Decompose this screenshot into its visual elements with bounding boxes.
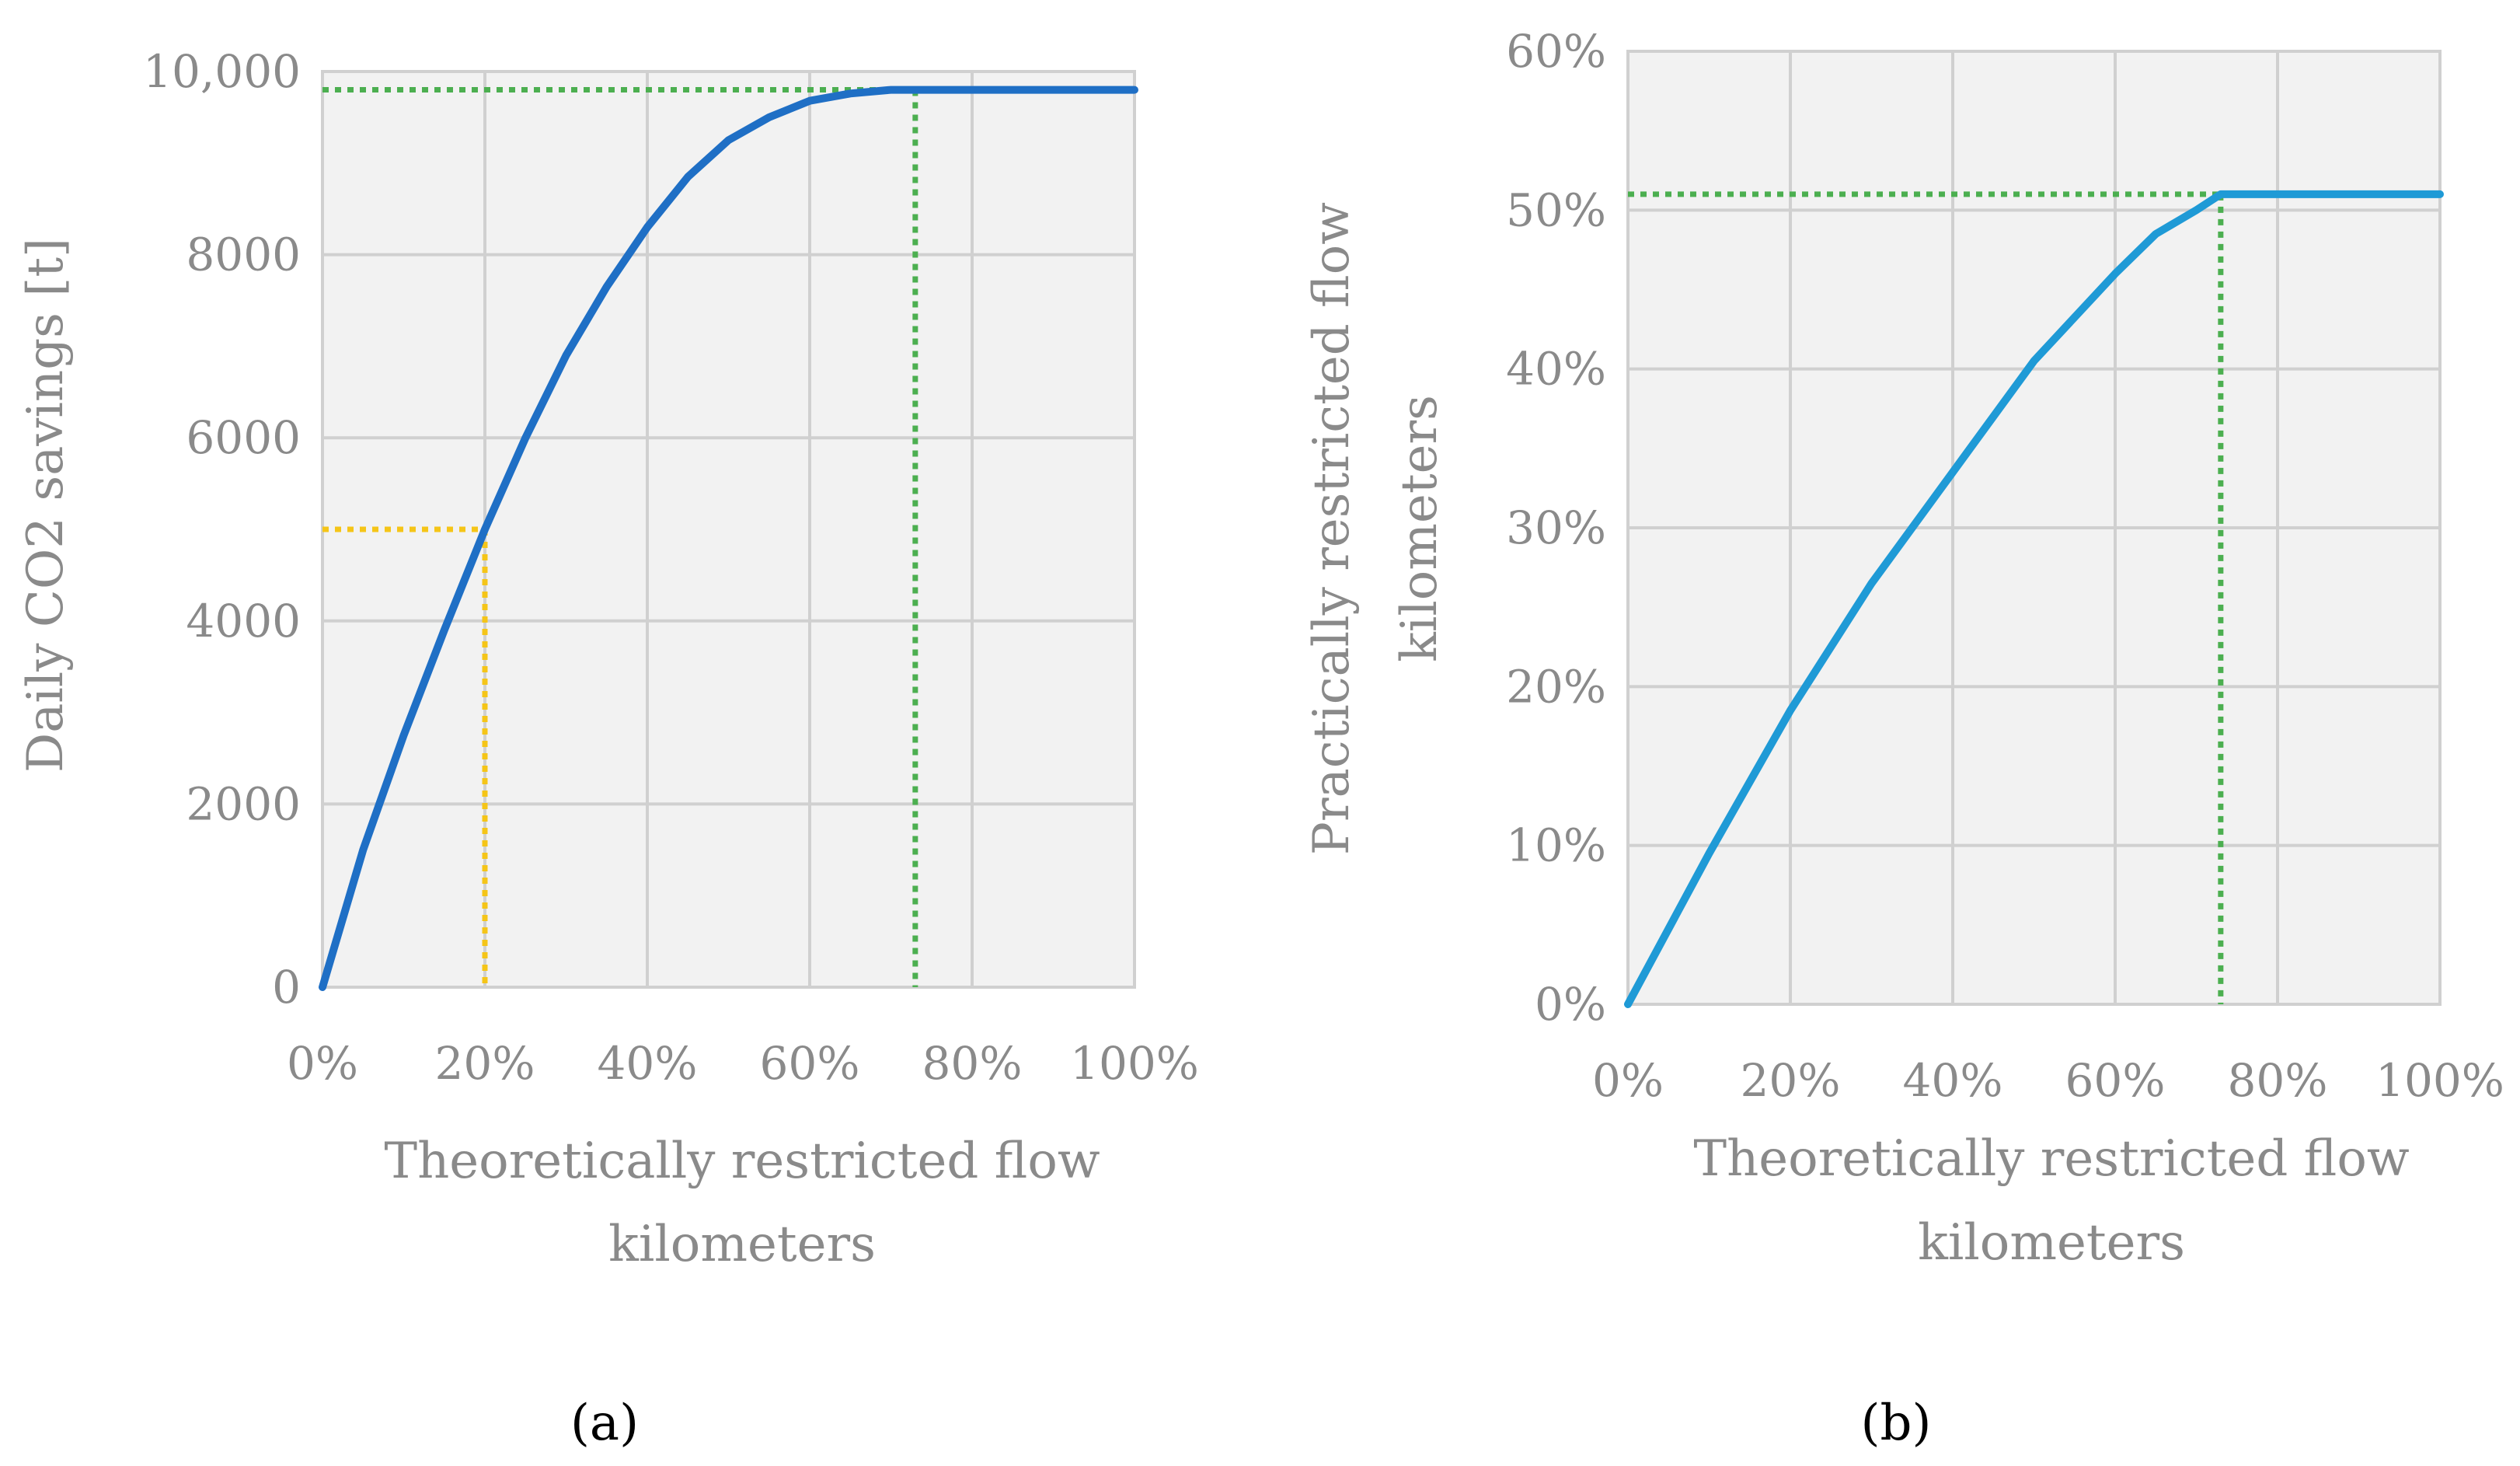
x-axis-title-b-line1: Theoretically restricted flow [1693, 1130, 2409, 1188]
y-tick-label-b-3: 30% [1506, 501, 1606, 554]
y-tick-label-a-4: 8000 [186, 229, 301, 281]
y-tick-label-b-6: 60% [1506, 25, 1606, 78]
plot-area-a [321, 70, 1136, 989]
y-tick-label-b-1: 10% [1506, 819, 1606, 872]
y-tick-label-b-0: 0% [1535, 978, 1606, 1031]
y-tick-labels-b: 0% 10% 20% 30% 40% 50% 60% [1506, 25, 1606, 1031]
y-tick-label-b-4: 40% [1506, 343, 1606, 396]
x-tick-label-b-2: 40% [1903, 1054, 2003, 1107]
series-b [1624, 190, 2444, 1008]
series-line-a-0 [319, 86, 1138, 991]
reference-lines-a [322, 87, 918, 987]
x-axis-title-a-line2: kilometers [608, 1216, 876, 1273]
x-tick-label-a-4: 80% [922, 1037, 1023, 1090]
panel-label-b: (b) [1861, 1394, 1932, 1452]
x-tick-label-a-1: 20% [435, 1037, 535, 1090]
x-tick-labels-b: 0% 20% 40% 60% 80% 100% [1592, 1054, 2504, 1107]
x-tick-label-a-5: 100% [1070, 1037, 1199, 1090]
y-tick-label-a-5: 10,000 [143, 45, 301, 98]
y-tick-label-a-1: 2000 [186, 777, 301, 830]
reference-lines-b [1628, 191, 2224, 1004]
series-line-b-0 [1624, 190, 2444, 1008]
y-axis-title-b-line2: kilometers [1391, 395, 1448, 662]
y-tick-labels-a: 0 2000 4000 6000 8000 10,000 [143, 45, 301, 1014]
x-tick-label-b-0: 0% [1592, 1054, 1664, 1107]
x-tick-label-a-3: 60% [760, 1037, 860, 1090]
x-tick-label-b-4: 80% [2228, 1054, 2328, 1107]
y-tick-label-a-2: 4000 [186, 595, 301, 647]
y-axis-title-a: Daily CO2 savings [t] [17, 238, 75, 773]
y-tick-label-b-5: 50% [1506, 183, 1606, 236]
gridlines-b [1628, 51, 2440, 1004]
y-tick-label-a-3: 6000 [186, 411, 301, 464]
x-tick-label-b-3: 60% [2065, 1054, 2166, 1107]
panel-label-a: (a) [570, 1394, 639, 1452]
chart-panel-a: 0% 20% 40% 60% 80% 100% 0 2000 4000 6000 8000 10,0… [17, 45, 1199, 1452]
x-tick-labels-a: 0% 20% 40% 60% 80% 100% [287, 1037, 1199, 1090]
y-tick-label-a-0: 0 [272, 961, 301, 1014]
y-tick-label-b-2: 20% [1506, 660, 1606, 713]
x-axis-title-b-line2: kilometers [1918, 1214, 2185, 1272]
x-tick-label-b-5: 100% [2375, 1054, 2504, 1107]
x-axis-title-a-line1: Theoretically restricted flow [384, 1133, 1100, 1190]
series-a [319, 86, 1138, 991]
chart-panel-b: 0% 20% 40% 60% 80% 100% 0%10%20%30%40%50%60% … [1303, 25, 2504, 1452]
y-axis-title-b-line1: Practically restricted flow [1303, 202, 1361, 855]
x-tick-label-a-2: 40% [598, 1037, 698, 1090]
x-tick-label-a-0: 0% [287, 1037, 358, 1090]
x-tick-label-b-1: 20% [1741, 1054, 1841, 1107]
